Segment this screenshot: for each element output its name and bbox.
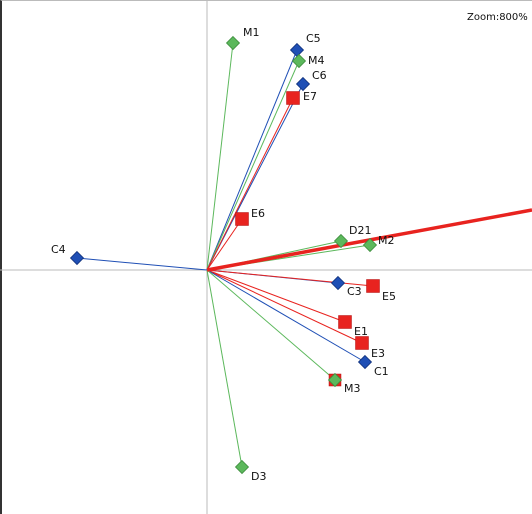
marker-c6: [295, 76, 311, 92]
point-label-d21: D21: [349, 224, 371, 237]
point-label-m1: M1: [243, 26, 260, 39]
vector-e6: [206, 218, 243, 271]
point-label-m4: M4: [308, 54, 325, 67]
vector-c1: [206, 269, 366, 363]
vector-e1: [206, 269, 346, 323]
marker-e7: [286, 91, 300, 105]
marker-m3: [327, 372, 343, 388]
vector-e5: [206, 269, 374, 287]
point-label-m2: M2: [378, 234, 395, 247]
marker-e1: [338, 315, 352, 329]
markers-group: [69, 35, 380, 475]
marker-m2: [362, 237, 378, 253]
point-label-c4: C4: [51, 243, 66, 256]
marker-c5: [289, 42, 305, 58]
vector-e3: [206, 269, 363, 344]
marker-e6: [235, 212, 249, 226]
vector-m3: [206, 269, 336, 381]
point-label-e7: E7: [303, 90, 317, 103]
vector-e7: [206, 97, 294, 271]
point-label-c6: C6: [312, 69, 327, 82]
point-label-c3: C3: [347, 285, 362, 298]
vectors-group: [76, 42, 532, 468]
zoom-readout: Zoom:800%: [467, 12, 528, 23]
marker-d21: [333, 233, 349, 249]
marker-c4: [69, 250, 85, 266]
marker-m4: [291, 53, 307, 69]
marker-d3: [234, 459, 250, 475]
marker-c3: [330, 275, 346, 291]
point-label-c5: C5: [306, 32, 321, 45]
marker-e5: [366, 279, 380, 293]
point-label-c1: C1: [374, 365, 389, 378]
marker-e3: [355, 336, 369, 350]
point-label-e1: E1: [354, 325, 368, 338]
vector-m1: [206, 42, 234, 271]
point-label-e6: E6: [251, 207, 265, 220]
vector-c4: [76, 257, 208, 271]
point-label-d3: D3: [251, 470, 266, 483]
marker-m1: [225, 35, 241, 51]
marker-c1: [357, 354, 373, 370]
vector-c5: [206, 49, 298, 271]
point-label-e5: E5: [382, 290, 396, 303]
point-label-m3: M3: [344, 382, 361, 395]
vector-d3: [206, 269, 243, 468]
point-label-e3: E3: [371, 347, 385, 360]
vector-m4: [206, 60, 300, 271]
